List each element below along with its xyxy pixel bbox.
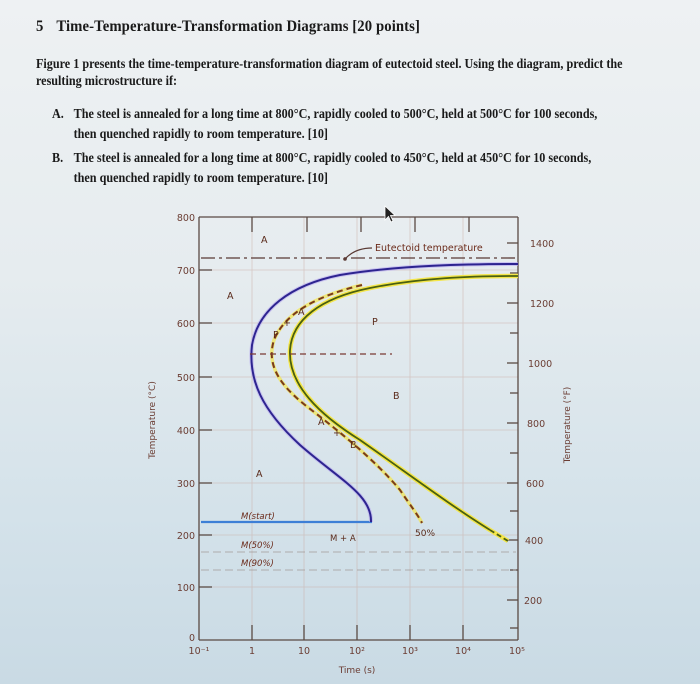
- eutectoid-pointer: [344, 247, 373, 260]
- left-ticks: [199, 269, 212, 588]
- y-axis-labels-fahrenheit: 1400 1200 1000 800 600 400 200: [524, 239, 554, 607]
- bottom-ticks: [251, 625, 464, 640]
- svg-text:600: 600: [177, 319, 195, 330]
- svg-text:500: 500: [177, 373, 195, 384]
- start-curve: [250, 263, 519, 523]
- svg-text:P: P: [372, 317, 378, 328]
- martensite-labels: M(start) M(50%) M(90%): [241, 512, 275, 569]
- sub-question-line1: The steel is annealed for a long time at…: [73, 106, 598, 121]
- question-number: 5: [36, 18, 44, 35]
- svg-text:A: A: [298, 307, 305, 318]
- sub-question-a: A. The steel is annealed for a long time …: [52, 104, 637, 144]
- sub-question-line2: then quenched rapidly to room temperatur…: [73, 126, 328, 141]
- svg-text:B: B: [393, 391, 400, 402]
- svg-text:A: A: [318, 417, 325, 428]
- y-axis-title-fahrenheit: Temperature (°F): [563, 387, 573, 465]
- sub-question-b: B. The steel is annealed for a long time …: [52, 148, 637, 188]
- x-axis-title: Time (s): [338, 666, 376, 676]
- svg-text:400: 400: [525, 536, 543, 547]
- region-labels: A A A P B P + A A + B 50% M + A: [227, 235, 435, 544]
- svg-text:800: 800: [177, 213, 195, 224]
- sub-question-line2: then quenched rapidly to room temperatur…: [73, 170, 328, 185]
- svg-text:400: 400: [177, 426, 195, 437]
- svg-text:200: 200: [524, 596, 542, 607]
- x-axis-labels: 10⁻¹ 1 10 10² 10³ 10⁴ 10⁵: [189, 646, 526, 657]
- svg-text:300: 300: [177, 479, 195, 490]
- svg-text:+: +: [333, 428, 341, 439]
- svg-text:1400: 1400: [530, 239, 554, 250]
- svg-text:600: 600: [526, 479, 544, 490]
- svg-text:700: 700: [177, 266, 195, 277]
- question-title: 5 Time-Temperature-Transformation Diagram…: [36, 18, 420, 36]
- top-ticks: [251, 217, 470, 232]
- svg-text:1000: 1000: [528, 359, 552, 370]
- mouse-cursor-icon: [384, 205, 397, 223]
- fifty-curve-glow: [270, 283, 424, 524]
- svg-text:10: 10: [298, 646, 310, 657]
- svg-text:10²: 10²: [349, 646, 365, 657]
- svg-text:10³: 10³: [402, 646, 418, 657]
- sub-question-line1: The steel is annealed for a long time at…: [73, 150, 592, 165]
- svg-text:M(start): M(start): [241, 512, 275, 522]
- y-axis-labels-celsius: 800 700 600 500 400 300 200 100 0: [177, 213, 195, 644]
- svg-text:+: +: [283, 318, 291, 329]
- plot-frame: [198, 216, 519, 641]
- y-axis-title-celsius: Temperature (°C): [148, 381, 158, 460]
- right-ticks: [507, 242, 518, 629]
- svg-text:10⁻¹: 10⁻¹: [189, 646, 210, 657]
- svg-text:10⁴: 10⁴: [455, 646, 471, 657]
- svg-text:50%: 50%: [415, 529, 435, 539]
- sub-question-letter: A.: [52, 106, 64, 121]
- svg-text:10⁵: 10⁵: [509, 646, 525, 657]
- finish-curve-glow: [287, 273, 519, 532]
- finish-curve: [289, 275, 519, 531]
- question-title-text: Time-Temperature-Transformation Diagrams…: [56, 18, 420, 35]
- svg-text:100: 100: [177, 583, 195, 594]
- svg-text:B: B: [350, 440, 357, 451]
- eutectoid-pointer-dot: [343, 257, 347, 261]
- svg-text:800: 800: [527, 419, 545, 430]
- svg-text:A: A: [227, 291, 234, 302]
- svg-text:M + A: M + A: [330, 534, 356, 544]
- svg-text:200: 200: [177, 531, 195, 542]
- finish-curve-end: [489, 529, 509, 542]
- fifty-curve: [270, 284, 423, 524]
- svg-text:1: 1: [249, 646, 255, 657]
- eutectoid-label: Eutectoid temperature: [375, 243, 483, 254]
- svg-text:M(90%): M(90%): [241, 559, 274, 569]
- svg-text:A: A: [256, 469, 263, 480]
- question-intro: Figure 1 presents the time-temperature-t…: [36, 56, 623, 88]
- grid-lines: [199, 217, 518, 640]
- svg-text:M(50%): M(50%): [241, 541, 274, 551]
- sub-question-letter: B.: [52, 150, 64, 165]
- svg-text:1200: 1200: [530, 299, 554, 310]
- svg-text:A: A: [261, 235, 268, 246]
- svg-text:0: 0: [189, 633, 195, 644]
- svg-text:P: P: [273, 330, 279, 341]
